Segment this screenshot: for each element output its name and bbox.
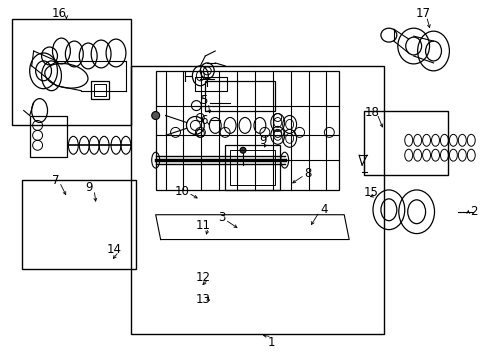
Text: 12: 12 [195,271,210,284]
Ellipse shape [151,112,160,120]
Text: 16: 16 [52,7,67,20]
Text: 6: 6 [200,114,207,127]
Text: 9: 9 [85,181,93,194]
Bar [30,116,67,157]
Text: 13: 13 [196,293,210,306]
Text: 1: 1 [267,336,275,349]
Bar [195,77,226,91]
Text: 8: 8 [303,167,310,180]
Bar [131,66,383,334]
Bar [230,150,274,185]
Text: 2: 2 [469,205,477,218]
Text: 17: 17 [415,7,430,20]
Text: 3: 3 [218,211,225,224]
Bar [91,81,109,99]
Ellipse shape [240,147,245,153]
Text: 18: 18 [364,106,379,119]
Text: 15: 15 [363,186,378,199]
Text: 5: 5 [200,94,207,107]
Bar [224,145,279,190]
Bar [94,84,106,96]
Text: 14: 14 [106,243,121,256]
Bar [364,111,447,175]
Text: 9: 9 [259,134,266,147]
Bar [155,71,339,190]
Text: 10: 10 [175,185,189,198]
Bar [205,81,274,111]
Text: 11: 11 [195,219,210,232]
Bar [21,180,136,269]
Text: 7: 7 [52,174,59,186]
Bar [12,19,131,125]
Text: 4: 4 [320,203,327,216]
